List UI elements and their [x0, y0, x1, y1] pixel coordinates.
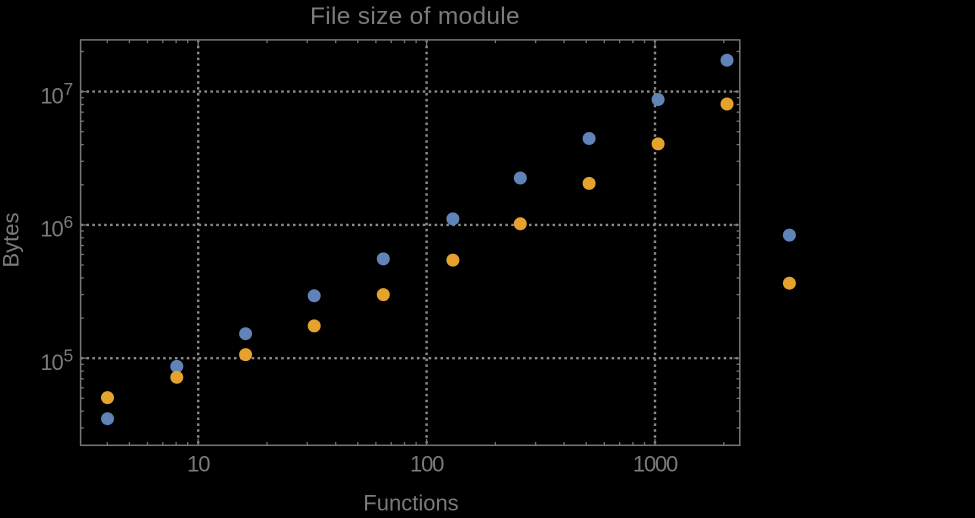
- svg-text:6: 6: [64, 212, 73, 232]
- svg-text:7: 7: [64, 79, 73, 99]
- svg-text:10: 10: [40, 217, 63, 242]
- svg-text:10: 10: [40, 350, 63, 375]
- svg-text:5: 5: [64, 346, 73, 366]
- svg-text:10: 10: [40, 83, 63, 108]
- svg-text:10: 10: [187, 452, 210, 477]
- svg-text:1000: 1000: [633, 452, 678, 477]
- svg-text:100: 100: [410, 452, 444, 477]
- svg-text:File size of module: File size of module: [310, 3, 520, 30]
- svg-text:Functions: Functions: [363, 491, 458, 513]
- svg-text:Bytes: Bytes: [0, 212, 23, 267]
